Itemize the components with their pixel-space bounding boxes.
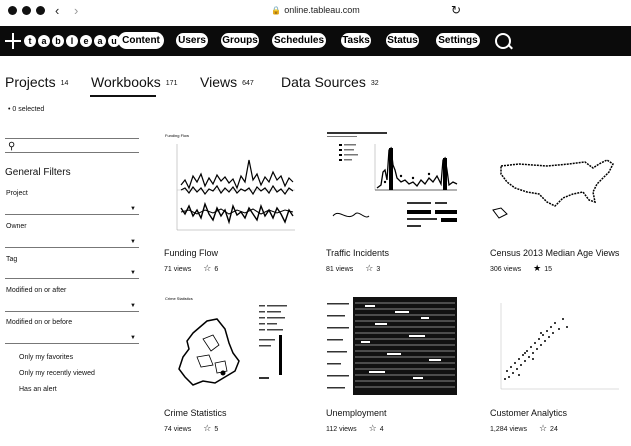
favorite-count: 6 (214, 266, 219, 273)
star-filled-icon[interactable]: ★ (533, 263, 542, 273)
forward-arrow-icon[interactable]: › (74, 3, 79, 18)
favorite-count: 5 (214, 426, 219, 433)
filter-modified-after-field[interactable] (5, 311, 139, 312)
nav-tasks[interactable]: Tasks (341, 33, 371, 48)
calendar-dropdown-icon[interactable]: ▼ (130, 335, 136, 341)
workbook-title[interactable]: Census 2013 Median Age Views (490, 248, 620, 258)
minimize-window-dot[interactable] (22, 6, 31, 15)
browser-toolbar: ‹ › 🔒 online.tableau.com ↻ (0, 0, 631, 22)
tab-count: 14 (60, 79, 69, 87)
selection-bullet-icon: • (8, 106, 11, 113)
workbook-thumbnail[interactable]: Crime Statistics (163, 293, 297, 397)
address-bar[interactable]: 🔒 online.tableau.com (0, 5, 631, 15)
favorite-count: 4 (379, 426, 384, 433)
checkbox-only-favorites[interactable]: Only my favorites (19, 354, 74, 361)
tab-count: 171 (165, 79, 178, 87)
favorite-count: 15 (544, 266, 553, 273)
nav-content[interactable]: Content (119, 33, 163, 48)
tab-count: 32 (370, 79, 379, 87)
nav-schedules[interactable]: Schedules (272, 33, 326, 48)
thumb-chart-title: Funding Flow (165, 133, 189, 138)
checkbox-recently-viewed[interactable]: Only my recently viewed (19, 370, 95, 377)
nav-status[interactable]: Status (386, 33, 419, 48)
top-nav-bar: t a b l e a u Content Users Groups Sched… (0, 26, 631, 56)
zoom-window-dot[interactable] (36, 6, 45, 15)
back-arrow-icon[interactable]: ‹ (55, 3, 60, 18)
checkbox-has-alert[interactable]: Has an alert (19, 386, 57, 393)
filter-search-underline[interactable] (5, 152, 139, 153)
workbook-meta: 306 views ★ 15 (490, 263, 552, 274)
nav-users[interactable]: Users (176, 33, 208, 48)
star-icon[interactable]: ☆ (203, 263, 212, 273)
workbook-meta: 1,284 views ☆ 24 (490, 423, 558, 434)
general-filters-title: General Filters (5, 167, 71, 178)
reload-icon[interactable]: ↻ (450, 3, 461, 17)
filter-project-dropdown[interactable] (5, 214, 139, 215)
tableau-logo[interactable]: t a b l e a u (4, 31, 120, 51)
filter-modified-before-field[interactable] (5, 343, 139, 344)
workbook-meta: 81 views ☆ 3 (326, 263, 380, 274)
chevron-down-icon[interactable]: ▼ (130, 239, 136, 245)
selection-summary[interactable]: • 0 selected (8, 106, 45, 113)
workbook-meta: 74 views ☆ 5 (164, 423, 218, 434)
filter-search-icon[interactable]: ⚲ (8, 141, 16, 152)
workbook-title[interactable]: Unemployment (326, 408, 387, 418)
workbook-thumbnail[interactable] (325, 130, 459, 234)
workbook-meta: 112 views ☆ 4 (326, 423, 384, 434)
filter-owner-label: Owner (6, 223, 27, 230)
star-icon[interactable]: ☆ (365, 263, 374, 273)
filter-owner-dropdown[interactable] (5, 247, 139, 248)
lock-icon: 🔒 (271, 6, 282, 15)
workbook-thumbnail[interactable] (489, 130, 623, 234)
filter-tag-label: Tag (6, 256, 18, 263)
star-icon[interactable]: ☆ (368, 423, 377, 433)
tableau-cross-icon (4, 32, 22, 50)
nav-groups[interactable]: Groups (221, 33, 259, 48)
filter-modified-before-label: Modified on or before (6, 319, 73, 326)
view-count: 306 views (490, 266, 522, 273)
workbook-meta: 71 views ☆ 6 (164, 263, 218, 274)
view-count: 74 views (164, 426, 192, 433)
close-window-dot[interactable] (8, 6, 17, 15)
calendar-dropdown-icon[interactable]: ▼ (130, 303, 136, 309)
view-count: 71 views (164, 266, 192, 273)
workbook-thumbnail[interactable] (325, 293, 459, 397)
tab-projects[interactable]: Projects 14 (5, 74, 69, 90)
nav-settings[interactable]: Settings (436, 33, 480, 48)
star-icon[interactable]: ☆ (203, 423, 212, 433)
tab-data-sources[interactable]: Data Sources 32 (281, 74, 379, 90)
tab-count: 647 (242, 79, 254, 87)
favorite-count: 3 (376, 266, 381, 273)
workbook-thumbnail[interactable] (489, 293, 623, 397)
favorite-count: 24 (550, 426, 558, 433)
tab-views[interactable]: Views 647 (200, 74, 254, 90)
tab-workbooks[interactable]: Workbooks 171 (91, 74, 178, 90)
workbook-title[interactable]: Traffic Incidents (326, 248, 390, 258)
chevron-down-icon[interactable]: ▼ (130, 270, 136, 276)
view-count: 1,284 views (490, 426, 527, 433)
filter-tag-field[interactable] (5, 278, 139, 279)
view-count: 112 views (326, 426, 357, 433)
workbook-title[interactable]: Customer Analytics (490, 408, 568, 418)
active-tab-indicator (90, 95, 156, 97)
search-icon[interactable] (495, 33, 511, 49)
view-count: 81 views (326, 266, 354, 273)
workbook-thumbnail[interactable]: Funding Flow (163, 130, 297, 234)
filter-project-label: Project (6, 190, 28, 197)
filter-modified-after-label: Modified on or after (6, 287, 67, 294)
thumb-chart-title: Crime Statistics (165, 296, 193, 301)
workbook-title[interactable]: Crime Statistics (164, 408, 227, 418)
star-icon[interactable]: ☆ (538, 423, 548, 433)
url-text: online.tableau.com (284, 5, 360, 15)
workbook-title[interactable]: Funding Flow (164, 248, 219, 258)
chevron-down-icon[interactable]: ▼ (130, 206, 136, 212)
sidebar-divider (5, 138, 139, 139)
